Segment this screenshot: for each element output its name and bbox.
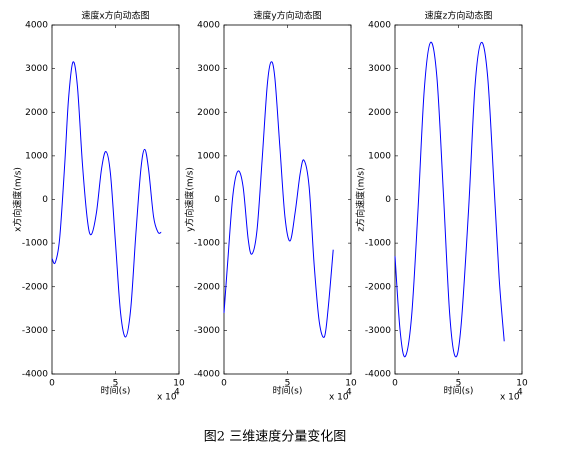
- x-tick-label: 0: [392, 379, 398, 389]
- y-axis-label: y方向速度(m/s): [184, 167, 196, 232]
- y-tick-label: 0: [385, 195, 391, 205]
- x-multiplier: x 10: [329, 393, 349, 403]
- y-tick-label: 3000: [197, 64, 220, 74]
- x-multiplier: x 10: [157, 393, 177, 403]
- y-axis-label: z方向速度(m/s): [355, 167, 367, 231]
- x-axis-label: 时间(s): [101, 385, 131, 397]
- y-tick-label: 1000: [368, 151, 391, 161]
- y-tick-label: -2000: [365, 282, 391, 292]
- data-line: [51, 61, 162, 338]
- y-axis-label: x方向速度(m/s): [12, 167, 24, 232]
- x-tick-label: 0: [221, 379, 227, 389]
- x-tick-label: 10: [516, 379, 528, 389]
- x-exponent: 4: [346, 388, 352, 398]
- y-tick-label: -1000: [22, 239, 48, 249]
- y-tick-label: 1000: [25, 151, 48, 161]
- x-tick-label: 10: [345, 379, 357, 389]
- y-tick-label: 0: [214, 195, 220, 205]
- x-tick-label: 5: [456, 379, 462, 389]
- y-tick-label: -1000: [365, 239, 391, 249]
- y-tick-label: 3000: [25, 64, 48, 74]
- plot-area: [51, 24, 180, 375]
- x-axis-label: 时间(s): [273, 385, 303, 397]
- x-exponent: 4: [517, 388, 523, 398]
- y-tick-label: 2000: [197, 108, 220, 118]
- chart-title: 速度y方向动态图: [253, 10, 321, 22]
- chart-title: 速度x方向动态图: [81, 10, 149, 22]
- y-tick-label: -4000: [194, 370, 220, 380]
- y-tick-label: 3000: [368, 64, 391, 74]
- y-tick-label: 4000: [25, 21, 48, 31]
- y-tick-label: -2000: [22, 282, 48, 292]
- y-tick-label: 2000: [25, 108, 48, 118]
- y-tick-label: 0: [42, 195, 48, 205]
- figure-caption: 图2 三维速度分量变化图: [204, 429, 346, 445]
- x-multiplier: x 10: [500, 393, 520, 403]
- y-tick-label: -4000: [365, 370, 391, 380]
- x-tick-label: 5: [113, 379, 119, 389]
- data-line: [223, 61, 334, 338]
- y-tick-label: -3000: [365, 326, 391, 336]
- y-tick-label: 1000: [197, 151, 220, 161]
- x-tick-label: 10: [173, 379, 185, 389]
- chart-title: 速度z方向动态图: [425, 10, 493, 22]
- y-tick-label: -1000: [194, 239, 220, 249]
- x-tick-label: 5: [285, 379, 291, 389]
- x-exponent: 4: [174, 388, 180, 398]
- y-tick-label: 4000: [197, 21, 220, 31]
- y-tick-label: -3000: [22, 326, 48, 336]
- y-tick-label: -4000: [22, 370, 48, 380]
- data-line: [394, 41, 505, 358]
- plot-area: [223, 24, 352, 375]
- y-tick-label: 2000: [368, 108, 391, 118]
- y-tick-label: -3000: [194, 326, 220, 336]
- y-tick-label: 4000: [368, 21, 391, 31]
- x-tick-label: 0: [49, 379, 55, 389]
- y-tick-label: -2000: [194, 282, 220, 292]
- plot-area: [394, 24, 523, 375]
- x-axis-label: 时间(s): [444, 385, 474, 397]
